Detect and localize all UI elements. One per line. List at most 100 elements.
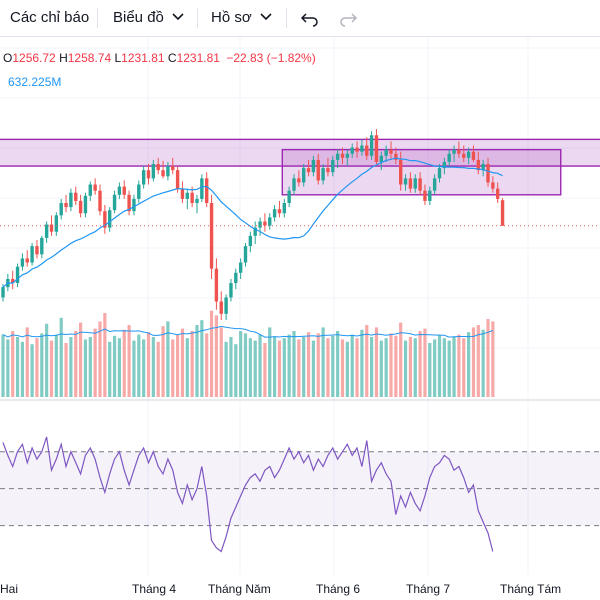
volume-bar (40, 333, 44, 397)
volume-bar (93, 328, 97, 397)
candle-body (369, 135, 374, 156)
volume-bar (331, 335, 335, 397)
candle-body (74, 192, 78, 201)
candle-body (219, 301, 223, 314)
low-value: 1231.81 (121, 51, 165, 65)
volume-bar (74, 331, 78, 397)
candle-body (238, 262, 243, 273)
volume-bar (273, 337, 277, 397)
volume-bar (1, 334, 5, 397)
volume-bar (263, 343, 267, 397)
candle-body (442, 161, 447, 169)
x-tick-label: Tháng Năm (208, 582, 271, 596)
candle-body (316, 159, 320, 181)
volume-bar (384, 338, 388, 397)
redo-icon[interactable] (338, 9, 358, 27)
volume-bar (471, 327, 476, 397)
volume-bar (457, 334, 461, 397)
volume-bar (428, 343, 432, 397)
chart-type-button[interactable]: Biểu đồ (113, 0, 184, 36)
profile-button[interactable]: Hồ sơ (211, 0, 272, 36)
volume-bar (15, 337, 20, 397)
candle-body (141, 170, 146, 185)
candle-body (447, 153, 451, 162)
candle-body (88, 184, 92, 196)
candle-body (277, 209, 282, 214)
candle-body (384, 149, 388, 156)
volume-bar (413, 338, 417, 397)
volume-bar (64, 343, 68, 397)
candle-body (54, 215, 59, 232)
volume-value: 632.225M (8, 75, 62, 89)
low-key: L (114, 51, 122, 65)
candle-body (44, 224, 49, 238)
x-tick-label: Tháng Tám (500, 582, 562, 596)
volume-bar (481, 329, 485, 397)
indicators-label: Các chỉ báo (10, 9, 90, 26)
moving-average-line (2, 157, 503, 288)
open-value: 1256.72 (12, 51, 56, 65)
candle-body (234, 272, 238, 284)
candle-body (268, 217, 272, 226)
candle-body (389, 149, 393, 154)
volume-bar (190, 331, 194, 397)
candle-body (394, 153, 398, 160)
candle-body (49, 224, 54, 232)
candle-body (340, 153, 345, 158)
volume-bar (399, 322, 403, 397)
x-tick-label: Tháng 7 (406, 582, 451, 596)
candle-body (365, 145, 369, 156)
candle-body (11, 278, 15, 284)
volume-bar (277, 340, 282, 397)
volume-bar (180, 328, 185, 397)
candle-body (64, 203, 68, 208)
volume-bar (69, 337, 73, 397)
volume-bar (379, 340, 383, 397)
volume-bar (408, 337, 412, 397)
volume-bar (442, 338, 446, 397)
volume-bar (161, 326, 165, 397)
volume-bar (25, 327, 29, 397)
volume-bar (302, 337, 306, 397)
volume-bar (59, 317, 63, 397)
candle-body (263, 221, 267, 226)
candle-body (20, 258, 25, 267)
undo-icon[interactable] (300, 9, 320, 27)
volume-bar (433, 339, 437, 397)
volume-bar (112, 335, 117, 397)
volume-bar (350, 334, 354, 397)
candle-body (462, 153, 466, 158)
volume-bar (447, 340, 451, 397)
profile-label: Hồ sơ (211, 9, 252, 26)
candle-body (311, 159, 316, 173)
candle-body (166, 166, 170, 177)
candle-body (306, 168, 311, 173)
candle-body (40, 237, 44, 255)
volume-bar (209, 310, 214, 397)
candle-body (180, 188, 185, 199)
candle-body (171, 166, 175, 171)
toolbar-divider (286, 8, 287, 28)
volume-bar (205, 333, 209, 397)
candle-body (437, 168, 442, 179)
candle-body (374, 135, 379, 162)
candle-body (69, 192, 73, 208)
close-key: C (167, 51, 177, 65)
volume-bar (200, 320, 204, 397)
volume-bar (394, 335, 398, 397)
candle-body (185, 192, 189, 199)
volume-bar (83, 339, 88, 397)
candle-body (78, 200, 83, 214)
candle-body (156, 164, 160, 171)
indicators-button[interactable]: Các chỉ báo (10, 0, 89, 36)
candle-body (403, 178, 408, 185)
volume-bar (214, 315, 218, 397)
volume-bar (54, 334, 58, 397)
candle-body (229, 283, 233, 298)
volume-bar (306, 332, 311, 397)
candle-body (30, 246, 34, 263)
candle-body (287, 190, 291, 203)
candle-body (205, 178, 209, 203)
volume-bar (20, 341, 24, 397)
